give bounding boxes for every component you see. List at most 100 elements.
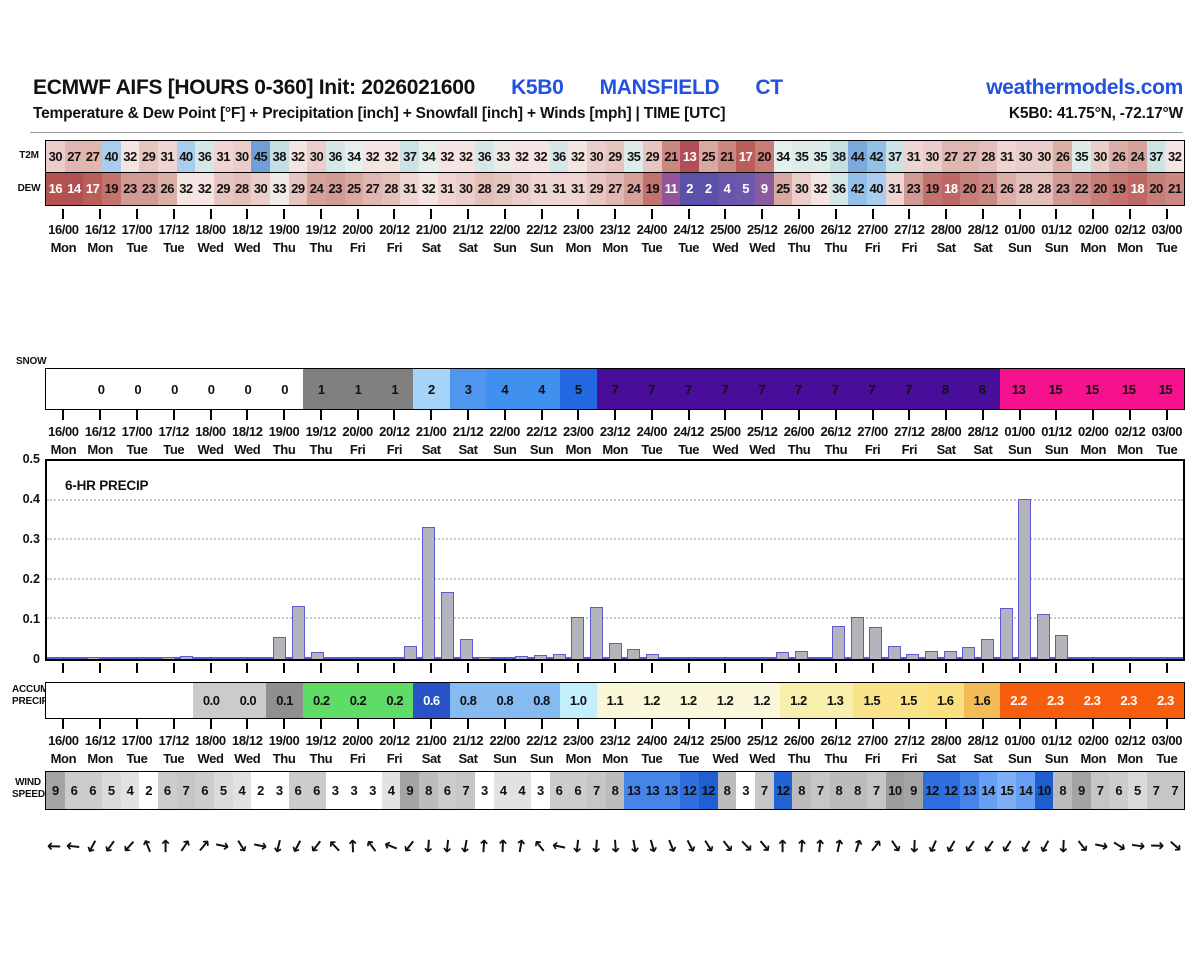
snow-row-label: SNOW xyxy=(16,356,47,367)
precip-bar xyxy=(422,527,436,659)
time-label: 24/00 Tue xyxy=(636,733,668,766)
time-tick xyxy=(945,719,948,729)
time-label: 22/12 Sun xyxy=(526,222,557,255)
wind-speed-cell: 6 xyxy=(288,772,308,809)
time-label: 24/00 Tue xyxy=(636,424,668,457)
dew-cell: 20 xyxy=(1146,172,1166,205)
wind-speed-cell: 13 xyxy=(643,772,662,809)
wind-speed-cell: 6 xyxy=(1109,772,1129,809)
dew-cell: 5 xyxy=(736,172,755,205)
dew-cell: 16 xyxy=(46,172,65,205)
accum-precip-cell: 1.0 xyxy=(559,683,597,718)
t2m-cell: 32 xyxy=(437,141,457,172)
accum-precip-cell: 1.6 xyxy=(963,683,1001,718)
precip-bar xyxy=(1036,613,1050,659)
time-tick xyxy=(577,663,580,673)
wind-arrow-icon: → xyxy=(397,834,422,858)
wind-arrow-icon: → xyxy=(527,834,553,858)
time-label: 02/00 Mon xyxy=(1077,424,1109,457)
header-subtitle-row: Temperature & Dew Point [°F] + Precipita… xyxy=(33,105,1183,123)
dew-cell: 20 xyxy=(960,172,979,205)
dew-cell: 17 xyxy=(83,172,102,205)
time-label: 27/00 Fri xyxy=(857,424,888,457)
dew-cell: 22 xyxy=(1072,172,1091,205)
wind-arrow-icon: → xyxy=(46,835,62,857)
t2m-cell: 32 xyxy=(512,141,532,172)
time-label: 01/12 Sun xyxy=(1041,733,1072,766)
dew-cell: 26 xyxy=(997,172,1017,205)
time-tick xyxy=(135,410,138,420)
accum-precip-cell xyxy=(46,683,83,718)
time-label: 22/00 Sun xyxy=(489,424,521,457)
accum-precip-cell xyxy=(119,683,157,718)
t2m-cell: 21 xyxy=(717,141,737,172)
accum-precip-cell: 1.3 xyxy=(816,683,854,718)
wind-speed-cell: 6 xyxy=(568,772,588,809)
dew-cell: 42 xyxy=(848,172,867,205)
snow-cell: 7 xyxy=(890,369,927,409)
t2m-cell: 38 xyxy=(269,141,289,172)
time-tick xyxy=(945,410,948,420)
time-tick xyxy=(798,663,801,673)
snow-cell: 0 xyxy=(229,369,267,409)
time-tick xyxy=(1092,663,1095,673)
snow-cell: 7 xyxy=(780,369,817,409)
wind-arrow-icon: → xyxy=(303,834,329,858)
time-tick xyxy=(1165,663,1168,673)
wind-arrow-icon: → xyxy=(714,834,740,858)
wind-speed-cell: 5 xyxy=(101,772,121,809)
time-label: 21/00 Sat xyxy=(415,424,447,457)
time-tick xyxy=(834,410,837,420)
time-tick xyxy=(871,663,874,673)
precip-bar xyxy=(440,592,454,659)
t2m-cell: 31 xyxy=(157,141,177,172)
time-tick xyxy=(356,663,359,673)
time-label: 22/12 Sun xyxy=(526,424,557,457)
time-label: 28/12 Sat xyxy=(967,733,999,766)
t2m-cell: 35 xyxy=(1072,141,1091,172)
precip-gridline xyxy=(47,577,1183,580)
dew-cell: 31 xyxy=(400,172,420,205)
time-label: 22/00 Sun xyxy=(489,222,521,255)
dew-cell: 31 xyxy=(885,172,905,205)
dew-cell: 2 xyxy=(698,172,718,205)
dew-cell: 23 xyxy=(139,172,158,205)
time-tick xyxy=(62,410,65,420)
wind-speed-cell: 7 xyxy=(1090,772,1110,809)
time-tick xyxy=(981,209,984,219)
time-label: 19/12 Thu xyxy=(305,733,337,766)
time-tick xyxy=(540,410,543,420)
time-label: 28/00 Sat xyxy=(930,424,962,457)
time-label: 24/00 Tue xyxy=(636,222,668,255)
time-tick xyxy=(871,209,874,219)
dew-cell: 4 xyxy=(717,172,737,205)
dew-cell: 32 xyxy=(810,172,830,205)
t2m-cell: 36 xyxy=(325,141,345,172)
snow-cell: 7 xyxy=(706,369,744,409)
wind-arrow-icon: → xyxy=(98,834,123,858)
snow-cell: 1 xyxy=(302,369,340,409)
precip-bar xyxy=(310,651,324,659)
wind-arrow-icon: → xyxy=(622,837,645,855)
accum-precip-row-label: ACCUM PRECIP xyxy=(12,684,49,707)
brand-link[interactable]: weathermodels.com xyxy=(986,76,1183,99)
time-label: 03/00 Tue xyxy=(1151,222,1183,255)
wind-arrow-icon: → xyxy=(473,838,495,854)
accum-precip-cell: 0.8 xyxy=(523,683,560,718)
wind-arrow-icon: → xyxy=(1163,833,1188,859)
time-label: 16/00 Mon xyxy=(48,424,79,457)
time-tick xyxy=(99,663,102,673)
station-name: MANSFIELD xyxy=(599,76,720,99)
accum-precip-cell: 0.8 xyxy=(449,683,487,718)
time-tick xyxy=(834,719,837,729)
precip-chart-title: 6-HR PRECIP xyxy=(65,478,149,493)
t2m-cell: 20 xyxy=(754,141,774,172)
snow-cell: 1 xyxy=(339,369,377,409)
time-tick xyxy=(614,410,617,420)
time-tick xyxy=(503,209,506,219)
time-label: 16/12 Mon xyxy=(84,222,116,255)
accum-precip-cell: 0.6 xyxy=(413,683,450,718)
time-label: 21/12 Sat xyxy=(452,733,484,766)
time-label: 18/00 Wed xyxy=(195,222,226,255)
time-tick xyxy=(1055,209,1058,219)
